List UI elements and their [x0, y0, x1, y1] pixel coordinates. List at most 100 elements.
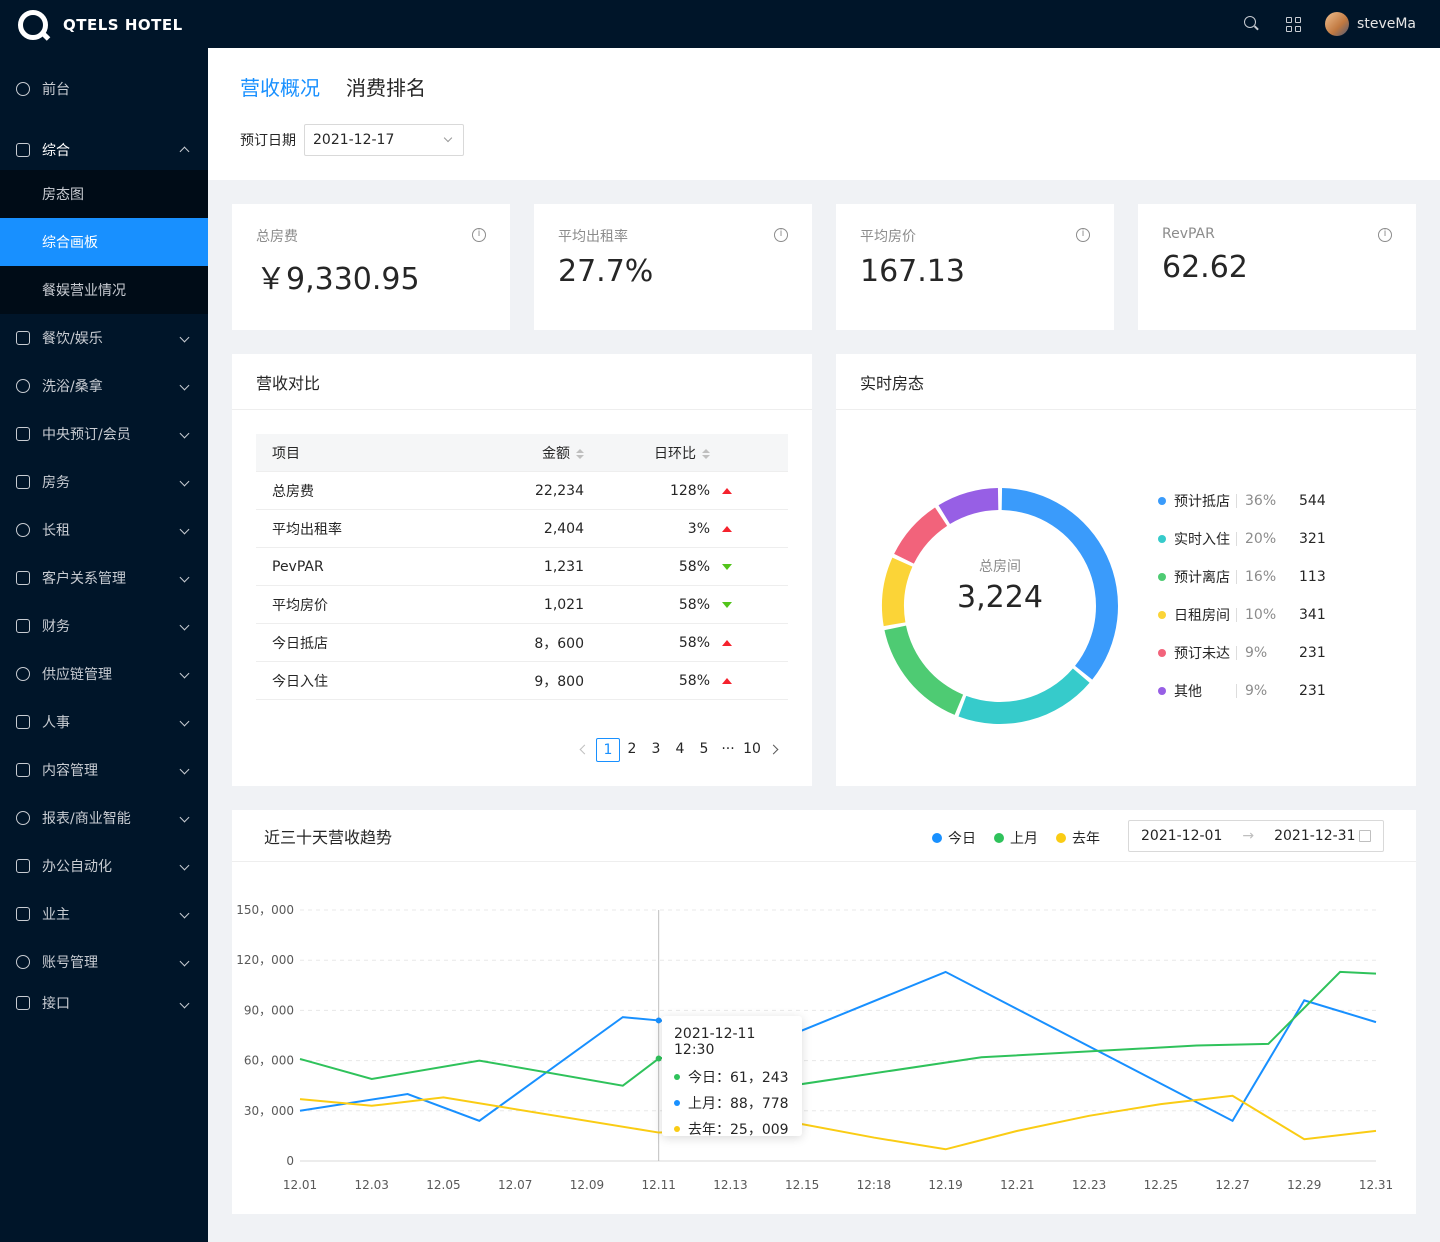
room-status-panel: 实时房态 总房间 3,224 预计抵店 36% 544 实时入住 20% 321 预计离店 1… — [836, 354, 1416, 786]
trend-down-icon — [722, 601, 732, 608]
donut-slice-5[interactable] — [938, 488, 999, 525]
page-item[interactable]: 4 — [675, 741, 685, 757]
sidebar-item-10[interactable]: 人事 — [0, 698, 208, 746]
sidebar-subitem-dining[interactable]: 餐娱营业情况 — [0, 266, 208, 314]
sidebar-item-label: 综合 — [42, 143, 70, 159]
cell-amount: 1,231 — [543, 558, 584, 575]
sidebar-item-9[interactable]: 供应链管理 — [0, 650, 208, 698]
sidebar-item-frontdesk[interactable]: 前台 — [0, 48, 208, 130]
sidebar-item-8[interactable]: 财务 — [0, 602, 208, 650]
donut-slice-3[interactable] — [882, 557, 913, 627]
info-icon[interactable] — [1076, 228, 1090, 242]
brand-name: QTELS HOTEL — [63, 16, 183, 34]
series-line-1[interactable] — [299, 970, 1377, 1087]
sidebar-item-4[interactable]: 中央预订/会员 — [0, 410, 208, 458]
sidebar-item-label: 餐饮/娱乐 — [42, 331, 103, 347]
page-item[interactable]: 10 — [743, 741, 761, 757]
page-item[interactable]: 5 — [699, 741, 709, 757]
sidebar-subitem-room-map[interactable]: 房态图 — [0, 170, 208, 218]
cell-amount: 8，600 — [534, 635, 584, 652]
panel-title: 实时房态 — [836, 354, 1416, 410]
page-item[interactable]: ··· — [721, 741, 735, 757]
info-icon[interactable] — [472, 228, 486, 242]
sidebar-item-13[interactable]: 办公自动化 — [0, 842, 208, 890]
column-header-ratio[interactable]: 日环比 — [584, 443, 710, 463]
legend-item: 其他 9% 231 — [1158, 672, 1326, 710]
prev-page-icon[interactable] — [572, 738, 596, 762]
series-line-2[interactable] — [299, 1094, 1377, 1151]
donut-chart — [882, 488, 1118, 724]
chevron-down-icon — [179, 380, 190, 391]
tab-consumption-ranking[interactable]: 消费排名 — [346, 76, 426, 100]
legend-dot — [1158, 497, 1166, 505]
sidebar-subitem-dashboard[interactable]: 综合画板 — [0, 218, 208, 266]
sidebar-item-16[interactable]: 接口 — [0, 986, 208, 1020]
sidebar-item-2[interactable]: 餐饮/娱乐 — [0, 314, 208, 362]
legend-count: 113 — [1299, 569, 1326, 585]
legend-count: 341 — [1299, 607, 1326, 623]
next-page-icon[interactable] — [764, 738, 788, 762]
range-arrow-icon: → — [1242, 828, 1255, 844]
chevron-down-icon — [179, 956, 190, 967]
trend-legend-item[interactable]: 上月 — [994, 828, 1038, 848]
tab-revenue-overview[interactable]: 营收概况 — [240, 76, 320, 100]
y-tick-label: 150，000 — [236, 903, 294, 917]
chart-tooltip: 2021-12-11 12:30 今日： 61，243 上月： 88，778 去年： 25… — [662, 1016, 802, 1138]
x-tick-label: 12.03 — [355, 1178, 389, 1192]
donut-slice-0[interactable] — [1001, 488, 1118, 680]
date-range-picker[interactable]: 2021-12-01 → 2021-12-31 — [1128, 820, 1384, 852]
page-item[interactable]: 3 — [651, 741, 661, 757]
legend-name: 实时入住 — [1174, 532, 1230, 548]
legend-pct: 36% — [1245, 493, 1277, 509]
apps-grid-icon[interactable] — [1283, 14, 1303, 34]
chevron-down-icon — [179, 620, 190, 631]
info-icon[interactable] — [1378, 228, 1392, 242]
trend-legend-item[interactable]: 今日 — [932, 828, 976, 848]
donut-center-value: 3,224 — [957, 580, 1043, 615]
x-tick-label: 12.01 — [283, 1178, 317, 1192]
range-end: 2021-12-31 — [1274, 828, 1356, 844]
sidebar-item-label: 报表/商业智能 — [42, 811, 131, 827]
user-menu[interactable]: steveMa — [1325, 12, 1416, 36]
sidebar-item-6[interactable]: 长租 — [0, 506, 208, 554]
donut-slice-2[interactable] — [884, 625, 964, 715]
edit-icon — [16, 143, 30, 157]
chevron-down-icon — [179, 476, 190, 487]
sidebar-item-label: 供应链管理 — [42, 667, 112, 683]
user-name: steveMa — [1357, 16, 1416, 32]
sidebar-item-label: 人事 — [42, 715, 70, 731]
chevron-down-icon — [179, 860, 190, 871]
column-header-amount[interactable]: 金额 — [472, 443, 584, 463]
donut-slice-4[interactable] — [894, 507, 948, 564]
brand-logo[interactable]: QTELS HOTEL — [18, 10, 183, 40]
x-tick-label: 12.11 — [641, 1178, 675, 1192]
sidebar-item-7[interactable]: 客户关系管理 — [0, 554, 208, 602]
y-tick-label: 30，000 — [244, 1104, 294, 1118]
legend-pct: 9% — [1245, 683, 1268, 699]
home-icon — [16, 715, 30, 729]
sidebar-item-3[interactable]: 洗浴/桑拿 — [0, 362, 208, 410]
desktop-icon — [16, 996, 30, 1010]
x-tick-label: 12.21 — [1000, 1178, 1034, 1192]
trend-legend-item[interactable]: 去年 — [1056, 828, 1100, 848]
search-icon[interactable] — [1241, 14, 1261, 34]
donut-slice-1[interactable] — [958, 668, 1090, 724]
info-icon[interactable] — [774, 228, 788, 242]
donut-center-label: 总房间 — [979, 559, 1021, 575]
sidebar-item-5[interactable]: 房务 — [0, 458, 208, 506]
sidebar-item-11[interactable]: 内容管理 — [0, 746, 208, 794]
page-item[interactable]: 1 — [596, 738, 620, 762]
sidebar-item-label: 办公自动化 — [42, 859, 112, 875]
legend-count: 321 — [1299, 531, 1326, 547]
date-select[interactable]: 2021-12-17 — [304, 124, 464, 156]
sidebar-item-15[interactable]: 账号管理 — [0, 938, 208, 986]
legend-dot — [994, 833, 1004, 843]
cell-ratio: 58% — [678, 634, 710, 651]
tooltip-label: 去年： — [688, 1122, 730, 1138]
sidebar-item-general[interactable]: 综合 — [0, 130, 208, 170]
sidebar-item-12[interactable]: 报表/商业智能 — [0, 794, 208, 842]
check-circle-icon — [16, 619, 30, 633]
sidebar-item-14[interactable]: 业主 — [0, 890, 208, 938]
page-item[interactable]: 2 — [627, 741, 637, 757]
kpi-value: 27.7% — [558, 254, 654, 289]
